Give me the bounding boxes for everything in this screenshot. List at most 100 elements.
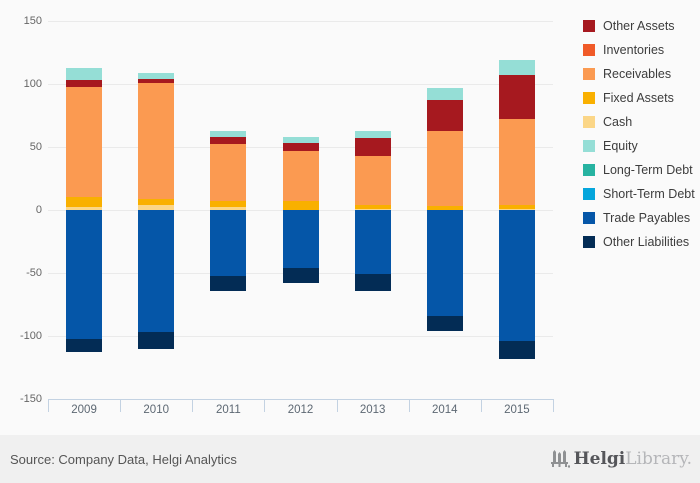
y-tick-label-150: 150 (23, 15, 42, 27)
x-tick-label-2009: 2009 (71, 404, 97, 416)
bar-segment-fixed-assets-2013[interactable] (354, 204, 391, 209)
legend-label: Fixed Assets (603, 91, 674, 105)
bar-segment-fixed-assets-2015[interactable] (498, 204, 535, 209)
bar-segment-trade-payables-2010[interactable] (138, 210, 175, 333)
x-axis-tick (120, 399, 122, 412)
bar-segment-cash-2015[interactable] (498, 208, 535, 210)
bar-segment-equity-2009[interactable] (66, 67, 103, 81)
legend-swatch-icon (583, 44, 595, 56)
bar-segment-receivables-2011[interactable] (210, 144, 247, 202)
bar-segment-other-liabilities-2013[interactable] (354, 274, 391, 291)
legend-item-equity[interactable]: Equity (583, 134, 695, 158)
x-tick-label-2014: 2014 (431, 404, 458, 416)
bar-segment-trade-payables-2012[interactable] (282, 210, 319, 268)
bar-segment-other-assets-2014[interactable] (426, 100, 463, 131)
bar-segment-trade-payables-2011[interactable] (210, 210, 247, 276)
bar-segment-cash-2013[interactable] (354, 208, 391, 210)
bar-segment-fixed-assets-2011[interactable] (210, 201, 247, 208)
x-axis-tick (480, 399, 482, 412)
bar-segment-fixed-assets-2010[interactable] (138, 198, 175, 205)
footer-bar: Source: Company Data, Helgi Analytics He… (0, 435, 700, 483)
logo-text-helgi: Helgi (573, 449, 626, 469)
legend-label: Inventories (603, 43, 665, 57)
x-tick-label-2012: 2012 (287, 404, 314, 416)
legend-label: Other Assets (603, 19, 675, 33)
bar-segment-other-liabilities-2011[interactable] (210, 275, 247, 291)
bar-segment-cash-2011[interactable] (210, 207, 247, 210)
x-axis-tick (192, 399, 194, 412)
bar-segment-other-assets-2010[interactable] (138, 78, 175, 83)
bar-segment-other-liabilities-2014[interactable] (426, 315, 463, 331)
bar-segment-equity-2010[interactable] (138, 72, 175, 79)
bar-segment-trade-payables-2009[interactable] (66, 210, 103, 339)
legend-swatch-icon (583, 68, 595, 80)
legend-swatch-icon (583, 20, 595, 32)
legend-item-fixed-assets[interactable]: Fixed Assets (583, 86, 695, 110)
bar-segment-other-assets-2015[interactable] (498, 75, 535, 120)
legend-item-inventories[interactable]: Inventories (583, 38, 695, 62)
legend-swatch-icon (583, 212, 595, 224)
bar-segment-equity-2011[interactable] (210, 130, 247, 137)
legend-label: Other Liabilities (603, 235, 690, 249)
bar-segment-trade-payables-2014[interactable] (426, 210, 463, 316)
bar-segment-other-assets-2012[interactable] (282, 143, 319, 151)
bar-segment-trade-payables-2013[interactable] (354, 210, 391, 275)
x-axis-tick (264, 399, 266, 412)
bar-segment-other-liabilities-2015[interactable] (498, 341, 535, 359)
x-tick-label-2015: 2015 (504, 404, 530, 416)
x-tick-label-2011: 2011 (215, 404, 241, 416)
bar-segment-receivables-2013[interactable] (354, 155, 391, 205)
y-tick-label-100: 100 (23, 78, 42, 90)
y-tick-label-50: 50 (29, 141, 42, 153)
bar-segment-other-liabilities-2009[interactable] (66, 338, 103, 353)
bar-segment-receivables-2010[interactable] (138, 82, 175, 199)
legend-swatch-icon (583, 140, 595, 152)
x-axis-line (48, 399, 554, 400)
y-tick-label--150: -150 (19, 393, 42, 405)
bar-segment-fixed-assets-2009[interactable] (66, 197, 103, 208)
legend-item-cash[interactable]: Cash (583, 110, 695, 134)
legend-swatch-icon (583, 188, 595, 200)
legend-item-other-liabilities[interactable]: Other Liabilities (583, 230, 695, 254)
bar-segment-cash-2010[interactable] (138, 204, 175, 210)
bar-segment-receivables-2009[interactable] (66, 86, 103, 198)
bar-segment-fixed-assets-2012[interactable] (282, 201, 319, 210)
bar-segment-receivables-2012[interactable] (282, 150, 319, 202)
legend-label: Cash (603, 115, 633, 129)
x-axis-tick (48, 399, 49, 412)
bar-segment-equity-2014[interactable] (426, 87, 463, 101)
bar-segment-other-liabilities-2010[interactable] (138, 332, 175, 349)
gridline-150 (48, 21, 553, 22)
bar-segment-receivables-2014[interactable] (426, 130, 463, 207)
legend-item-other-assets[interactable]: Other Assets (583, 14, 695, 38)
x-axis-tick (553, 399, 554, 412)
bar-segment-trade-payables-2015[interactable] (498, 210, 535, 342)
legend-swatch-icon (583, 164, 595, 176)
bar-segment-fixed-assets-2014[interactable] (426, 206, 463, 210)
bar-segment-other-assets-2013[interactable] (354, 138, 391, 156)
legend-swatch-icon (583, 236, 595, 248)
legend-label: Equity (603, 139, 638, 153)
legend-item-short-term-debt[interactable]: Short-Term Debt (583, 182, 695, 206)
legend-item-long-term-debt[interactable]: Long-Term Debt (583, 158, 695, 182)
bar-segment-receivables-2015[interactable] (498, 119, 535, 205)
bar-segment-equity-2015[interactable] (498, 60, 535, 76)
legend-label: Trade Payables (603, 211, 691, 225)
bar-segment-other-assets-2009[interactable] (66, 80, 103, 87)
gridline--100 (48, 336, 553, 337)
bar-segment-equity-2012[interactable] (282, 136, 319, 144)
y-tick-label-0: 0 (35, 204, 42, 216)
source-attribution: Source: Company Data, Helgi Analytics (10, 451, 237, 467)
x-tick-label-2013: 2013 (359, 404, 386, 416)
bar-segment-other-liabilities-2012[interactable] (282, 267, 319, 284)
bar-segment-other-assets-2011[interactable] (210, 136, 247, 145)
legend-label: Short-Term Debt (603, 187, 695, 201)
bar-segment-equity-2013[interactable] (354, 130, 391, 139)
chart-legend: Other Assets Inventories Receivables Fixed … (583, 14, 695, 254)
x-axis-tick (336, 399, 338, 412)
x-axis-tick (408, 399, 410, 412)
bar-segment-cash-2009[interactable] (66, 207, 103, 210)
legend-item-trade-payables[interactable]: Trade Payables (583, 206, 695, 230)
gridline-100 (48, 84, 553, 85)
legend-item-receivables[interactable]: Receivables (583, 62, 695, 86)
